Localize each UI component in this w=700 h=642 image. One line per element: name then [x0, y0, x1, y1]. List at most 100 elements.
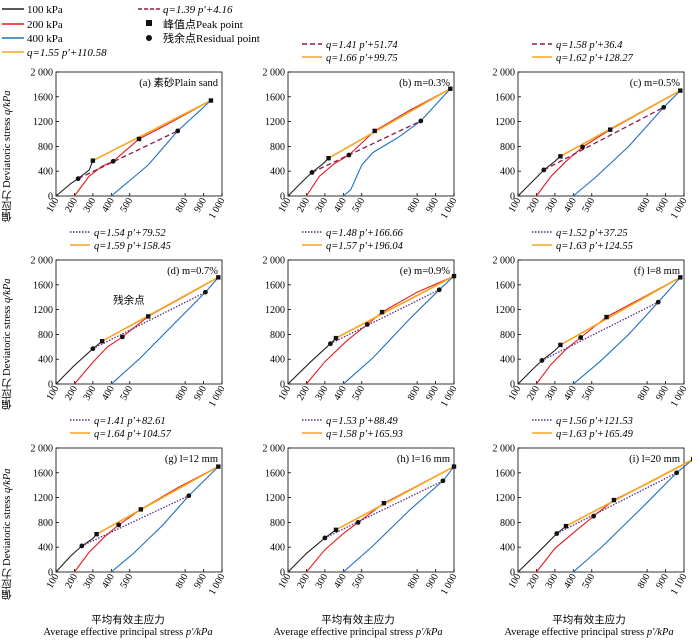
- legend-label-100kpa: 100 kPa: [27, 4, 63, 16]
- residual-fit-line: [92, 291, 206, 350]
- x-tick-label: 800: [174, 384, 191, 402]
- stress-path-curve-400kpa: [110, 277, 219, 385]
- panel-legend-residual-eq: q=1.53 p′+88.49: [326, 416, 398, 427]
- stress-path-curve-100kpa: [287, 529, 337, 573]
- plot-frame: [517, 71, 685, 197]
- panel-title: (b) m=0.3%: [399, 78, 450, 89]
- x-tick-label: 400: [332, 572, 349, 590]
- y-tick-label: 400: [38, 167, 53, 178]
- x-tick-label: 900: [424, 572, 441, 590]
- x-tick-label: 500: [580, 384, 597, 402]
- stress-path-curve-400kpa: [110, 466, 219, 573]
- y-tick-label: 400: [270, 543, 285, 554]
- x-tick-label: 900: [424, 384, 441, 402]
- x-tick-label: 400: [562, 196, 579, 214]
- peak-point: [372, 128, 377, 134]
- x-tick-label: 300: [313, 572, 330, 590]
- legend-item-peak-point: 峰值点Peak point: [146, 18, 243, 31]
- stress-path-curve-200kpa: [73, 100, 212, 197]
- residual-point: [79, 543, 85, 549]
- peak-point: [138, 507, 144, 512]
- panel-title: (d) m=0.7%: [167, 266, 218, 277]
- stress-path-curve-400kpa: [342, 88, 451, 197]
- residual-point: [110, 158, 116, 164]
- peak-point: [451, 273, 457, 279]
- y-tick-label: 1600: [33, 92, 53, 103]
- y-tick-label: 1600: [495, 280, 515, 291]
- peak-point: [333, 527, 339, 533]
- residual-fit-line: [77, 130, 179, 180]
- peak-point: [90, 158, 96, 163]
- x-axis-label-col-1: 平均有效主应力 Average effective principal stre…: [18, 612, 238, 638]
- x-tick-label: 400: [562, 384, 579, 402]
- x-tick-label: 300: [81, 572, 98, 590]
- y-tick-label: 1200: [265, 493, 285, 504]
- x-tick-label: 400: [100, 572, 117, 590]
- x-axis-label-en: Average effective principal stress: [43, 627, 184, 638]
- x-tick-label: 900: [192, 196, 209, 214]
- peak-point: [604, 314, 609, 320]
- panel-legend-residual-eq: q=1.41 p′+51.74: [326, 40, 398, 51]
- y-tick-label: 800: [38, 518, 53, 529]
- x-tick-label: 500: [118, 196, 135, 214]
- legend-item-peak-fit: q=1.55 p′+110.58: [2, 47, 107, 59]
- y-tick-label: 1600: [33, 468, 53, 479]
- legend-item-400kpa: 400 kPa: [2, 33, 63, 45]
- y-tick-label: 2 000: [493, 68, 516, 79]
- x-tick-label: 300: [313, 384, 330, 402]
- legend-residual-circle-icon: [146, 35, 152, 41]
- peak-point: [611, 497, 617, 503]
- residual-point: [116, 522, 122, 528]
- panel-legend-peak-eq: q=1.57 p′+196.04: [326, 241, 404, 252]
- y-tick-label: 2 000: [493, 256, 516, 267]
- residual-point-annotation: 残余点: [113, 293, 145, 306]
- y-tick-label: 2 000: [31, 444, 54, 455]
- stress-path-curve-100kpa: [517, 344, 561, 385]
- y-tick-label: 800: [500, 142, 515, 153]
- x-tick-label: 800: [636, 572, 653, 590]
- peak-point: [558, 342, 563, 348]
- x-tick-label: 800: [406, 384, 423, 402]
- peak-point: [379, 309, 385, 315]
- x-tick-label: 800: [636, 196, 653, 214]
- panel-title: (c) m=0.5%: [630, 78, 680, 89]
- y-tick-label: 1200: [33, 117, 53, 128]
- x-tick-label: 800: [174, 572, 191, 590]
- stress-path-curve-400kpa: [342, 275, 455, 385]
- stress-path-curve-200kpa: [305, 466, 455, 573]
- y-tick-label: 1600: [265, 92, 285, 103]
- y-axis-label-cn: 偏应力: [2, 378, 13, 410]
- panel-legend-peak-eq: q=1.62 p′+128.27: [556, 53, 634, 64]
- y-axis-label-row-2: 偏应力 Deviatoric stress q/kPa: [0, 250, 16, 438]
- y-tick-label: 0: [510, 380, 515, 391]
- panel-legend-9: q=1.56 p′+121.53 q=1.63 p′+165.49: [532, 416, 634, 440]
- peak-fit-line: [560, 276, 681, 346]
- y-tick-label: 1600: [265, 468, 285, 479]
- x-axis-var: p′/kPa: [646, 627, 674, 638]
- x-tick-label: 200: [63, 196, 80, 214]
- x-tick-label: 900: [424, 196, 441, 214]
- legend-label-residual-point: 残余点Residual point: [163, 31, 260, 45]
- x-tick-label: 800: [636, 384, 653, 402]
- residual-point: [364, 322, 370, 327]
- y-tick-label: 800: [500, 330, 515, 341]
- y-tick-label: 400: [500, 167, 515, 178]
- residual-fit-line: [311, 120, 422, 174]
- residual-point: [75, 176, 81, 182]
- x-tick-label: 500: [118, 384, 135, 402]
- x-tick-label: 200: [525, 572, 542, 590]
- y-tick-label: 0: [510, 568, 515, 579]
- peak-point: [678, 275, 683, 280]
- legend-label-400kpa: 400 kPa: [27, 33, 63, 45]
- panel-legend-peak-eq: q=1.59 p′+158.45: [94, 241, 171, 252]
- x-tick-label: 400: [562, 572, 579, 590]
- residual-point: [578, 335, 584, 340]
- y-tick-label: 2 000: [31, 256, 54, 267]
- y-tick-label: 1200: [33, 305, 53, 316]
- panel-legend-5: q=1.48 p′+166.66 q=1.57 p′+196.04: [302, 228, 404, 252]
- y-tick-label: 0: [280, 192, 285, 203]
- x-tick-label: 200: [295, 384, 312, 402]
- legend-item-residual-fit: q=1.39 p′+4.16: [138, 4, 233, 16]
- y-tick-label: 400: [500, 543, 515, 554]
- peak-fit-line: [96, 465, 219, 535]
